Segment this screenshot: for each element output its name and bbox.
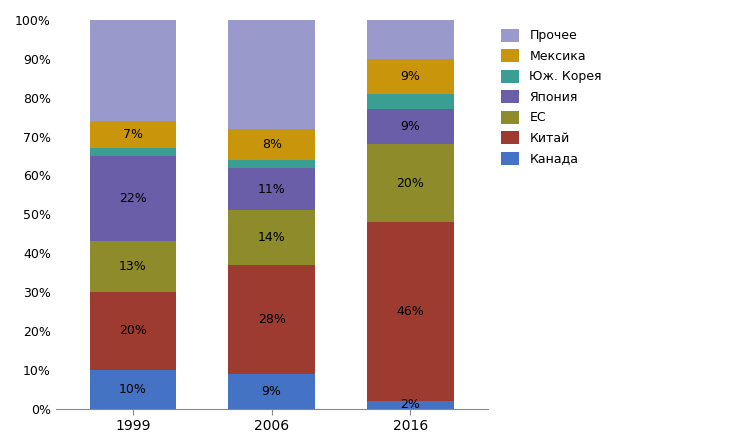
- Legend: Прочее, Мексика, Юж. Корея, Япония, ЕС, Китай, Канада: Прочее, Мексика, Юж. Корея, Япония, ЕС, …: [498, 26, 604, 168]
- Text: 20%: 20%: [119, 324, 147, 337]
- Bar: [367, 109, 453, 144]
- Bar: [367, 144, 453, 222]
- Bar: [367, 401, 453, 409]
- Bar: [228, 160, 315, 168]
- Text: 11%: 11%: [258, 182, 286, 195]
- Text: 28%: 28%: [258, 313, 286, 326]
- Bar: [90, 292, 176, 370]
- Text: 46%: 46%: [396, 305, 424, 318]
- Text: 7%: 7%: [123, 128, 143, 141]
- Text: 9%: 9%: [400, 121, 420, 134]
- Text: 22%: 22%: [119, 192, 147, 205]
- Bar: [90, 156, 176, 241]
- Bar: [228, 20, 315, 129]
- Bar: [367, 59, 453, 94]
- Bar: [367, 222, 453, 401]
- Bar: [228, 374, 315, 409]
- Text: 8%: 8%: [262, 138, 282, 151]
- Bar: [228, 129, 315, 160]
- Text: 10%: 10%: [119, 383, 147, 396]
- Bar: [90, 148, 176, 156]
- Bar: [90, 20, 176, 121]
- Bar: [90, 370, 176, 409]
- Bar: [228, 265, 315, 374]
- Bar: [367, 94, 453, 109]
- Bar: [90, 241, 176, 292]
- Text: 13%: 13%: [119, 260, 147, 273]
- Text: 14%: 14%: [258, 231, 286, 244]
- Text: 2%: 2%: [400, 398, 420, 411]
- Text: 9%: 9%: [262, 384, 281, 397]
- Bar: [228, 168, 315, 211]
- Bar: [367, 20, 453, 59]
- Text: 20%: 20%: [396, 177, 424, 190]
- Text: 9%: 9%: [400, 70, 420, 83]
- Bar: [228, 211, 315, 265]
- Bar: [90, 121, 176, 148]
